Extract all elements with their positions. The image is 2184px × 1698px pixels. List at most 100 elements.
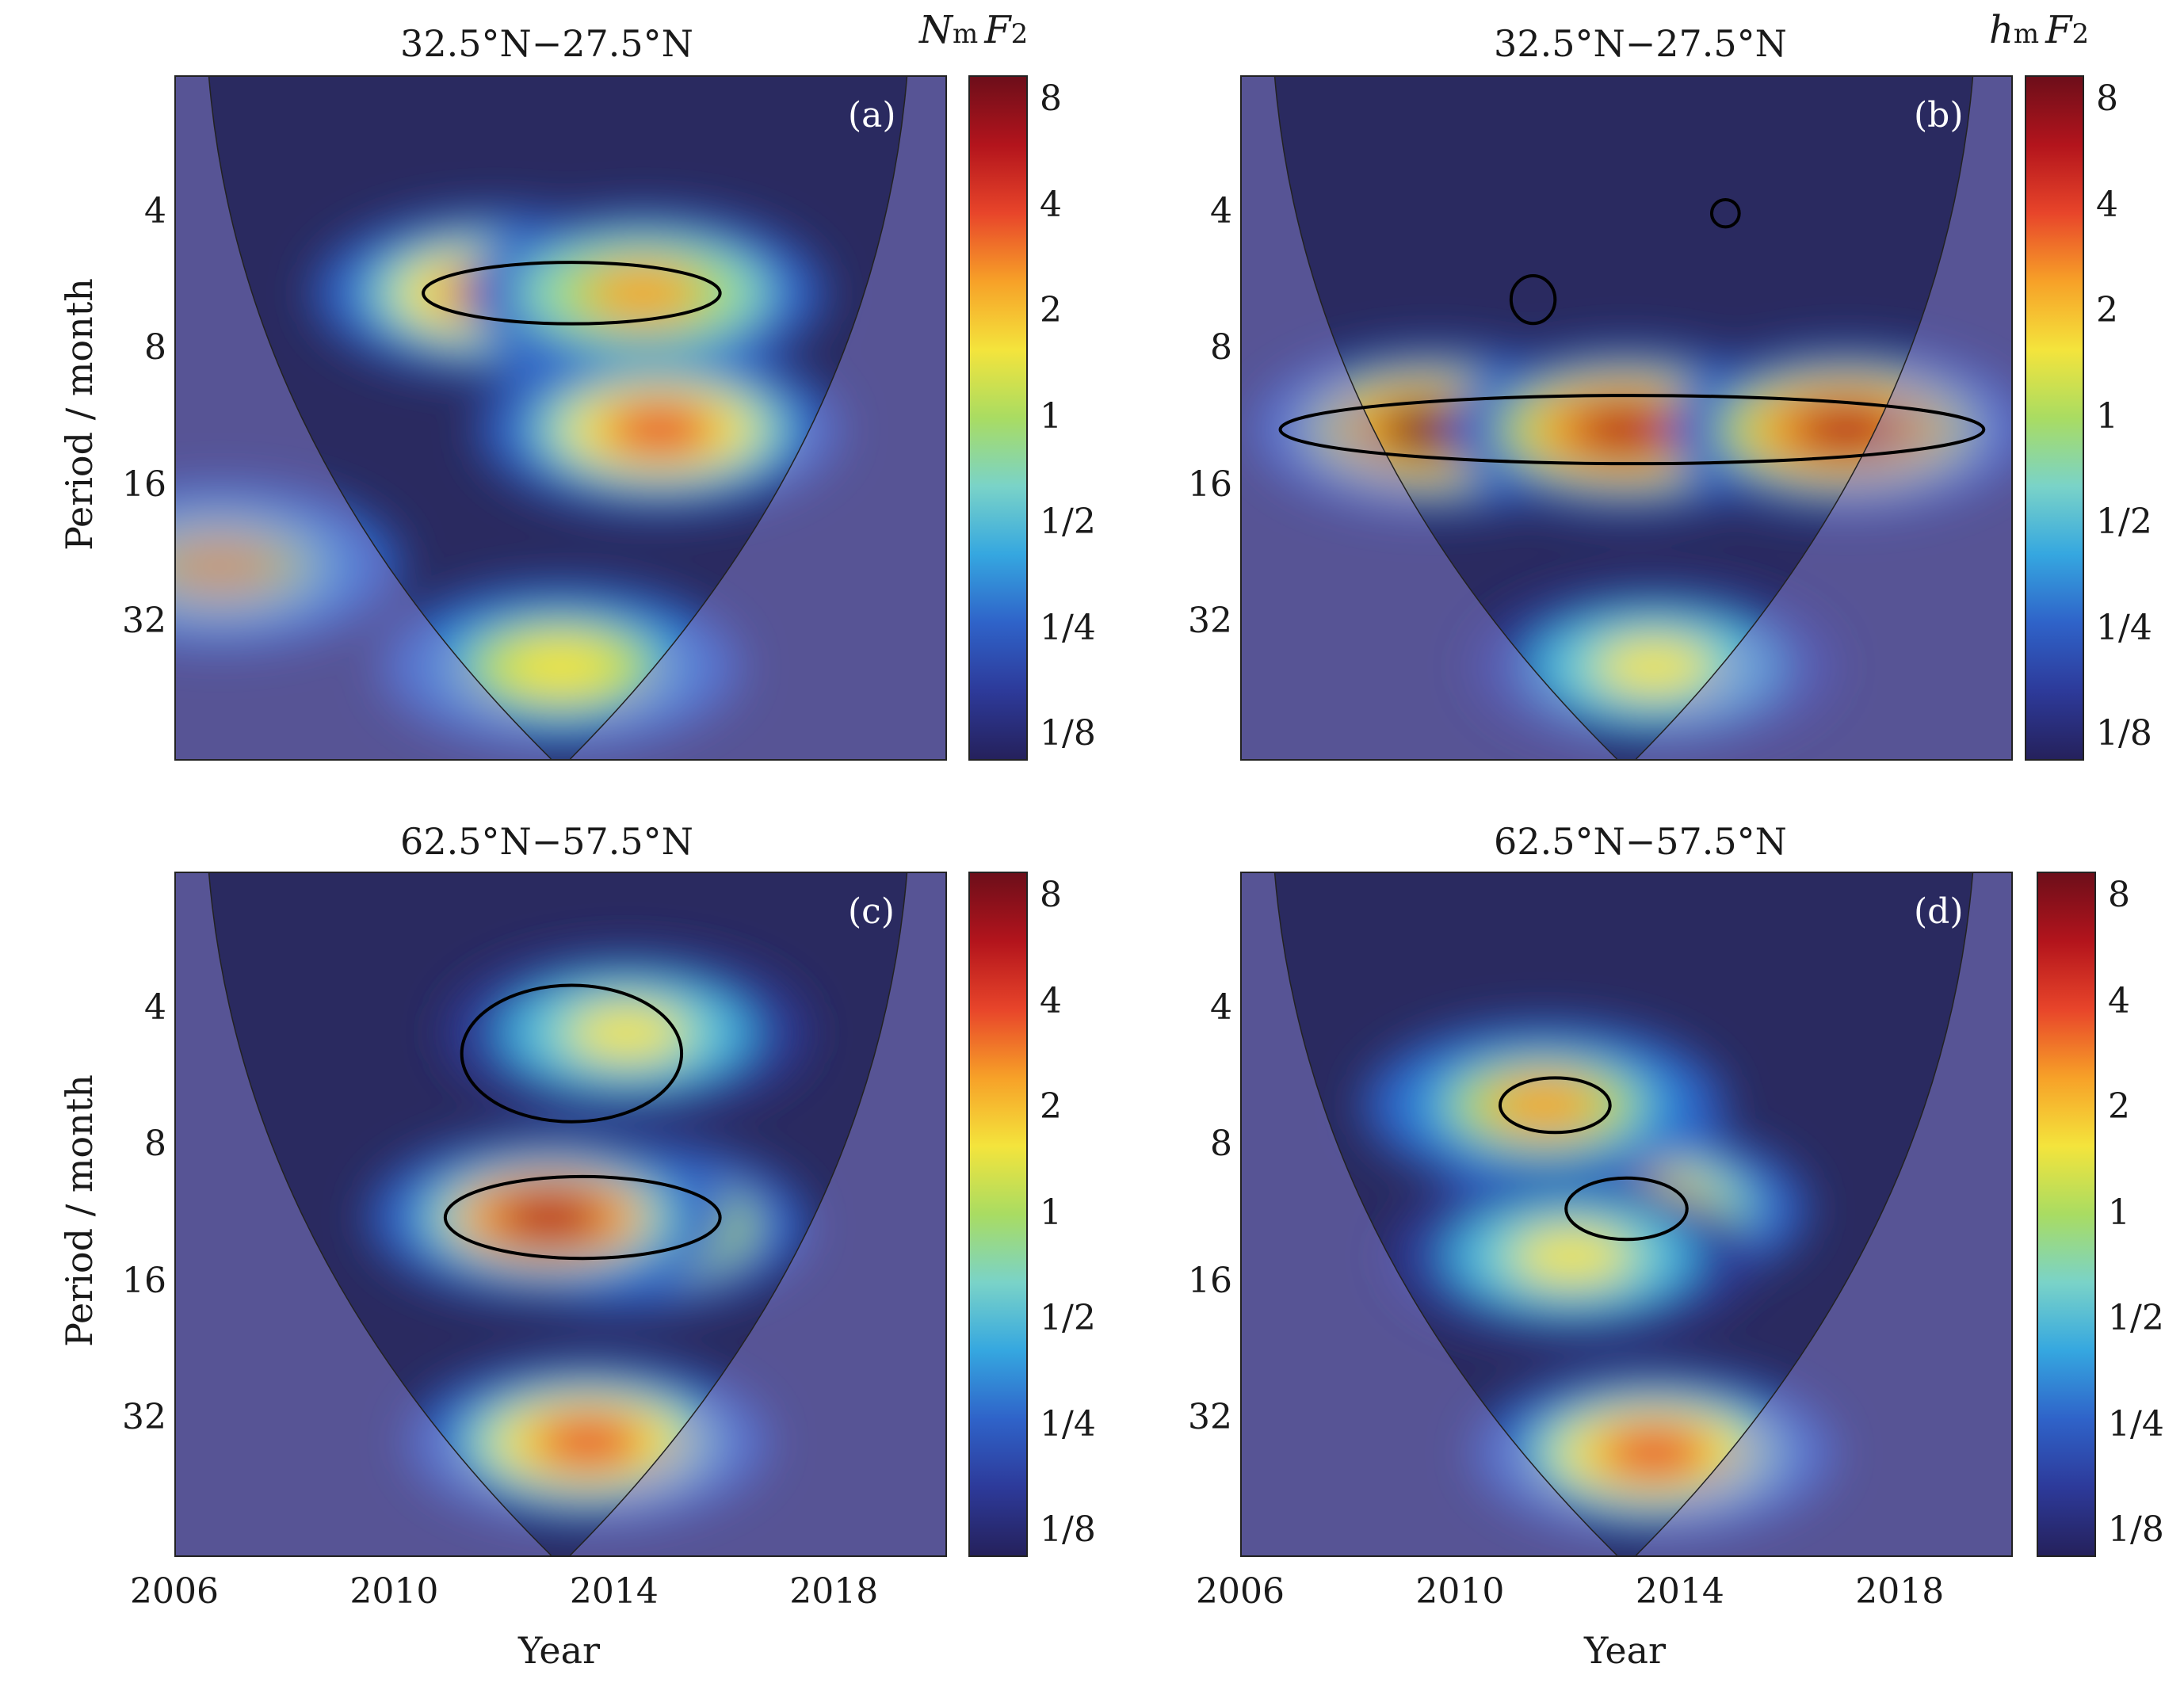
y-tick-label: 16 (122, 1260, 166, 1301)
x-tick-label: 2018 (789, 1571, 879, 1612)
y-tick-label: 8 (1210, 327, 1232, 368)
colorbar (2025, 75, 2084, 761)
x-tick-label: 2014 (1635, 1571, 1724, 1612)
significance-contour (422, 261, 722, 326)
cone-of-influence (1242, 873, 2011, 1555)
colorbar-gradient (970, 873, 1026, 1555)
y-tick-label: 16 (1188, 464, 1232, 505)
colorbar-tick-label: 1/2 (2096, 502, 2152, 542)
colorbar-tick-label: 4 (1040, 980, 1062, 1021)
colorbar-tick-label: 8 (1040, 875, 1062, 915)
x-tick-label: 2010 (349, 1571, 439, 1612)
heatmap-plot (1240, 872, 2013, 1557)
significance-contour (1710, 197, 1741, 229)
panel-tag: (b) (1914, 95, 1964, 135)
colorbar (968, 75, 1028, 761)
colorbar-gradient (2026, 77, 2083, 759)
panel-title: 62.5°N−57.5°N (1494, 820, 1787, 863)
colorbar-tick-label: 1/8 (2096, 713, 2152, 754)
colorbar (2037, 872, 2096, 1557)
power-hotspot (503, 640, 618, 693)
y-tick-label: 8 (144, 1124, 166, 1165)
colorbar-tick-label: 8 (1040, 78, 1062, 119)
power-hotspot (586, 266, 701, 319)
cone-of-influence (1242, 77, 2011, 759)
colorbar-tick-label: 4 (2108, 980, 2130, 1021)
colorbar-tick-label: 1/2 (1040, 1298, 1096, 1338)
colorbar-tick-label: 1/2 (2108, 1298, 2164, 1338)
panel-title: 62.5°N−57.5°N (400, 820, 693, 863)
colorbar-tick-label: 2 (1040, 290, 1062, 330)
significance-contour (1509, 273, 1557, 326)
x-tick-label: 2010 (1415, 1571, 1505, 1612)
y-tick-label: 32 (1188, 1396, 1232, 1437)
panel-tag: (d) (1914, 891, 1964, 932)
power-hotspot (1597, 640, 1712, 693)
y-tick-label: 8 (144, 327, 166, 368)
panel-title: 32.5°N−27.5°N (1494, 22, 1787, 65)
x-tick-label: 2006 (1196, 1571, 1285, 1612)
colorbar-tick-label: 8 (2108, 875, 2130, 915)
colorbar-tick-label: 1/4 (2096, 607, 2152, 648)
power-hotspot (531, 1416, 646, 1469)
colorbar-title: hm F2 (1989, 8, 2090, 52)
y-tick-label: 16 (1188, 1260, 1232, 1301)
power-hotspot (1569, 403, 1684, 456)
colorbar-tick-label: 1/4 (1040, 607, 1096, 648)
colorbar-tick-label: 1/2 (1040, 502, 1096, 542)
colorbar-tick-label: 1/8 (2108, 1509, 2164, 1550)
colorbar-tick-label: 1/8 (1040, 1509, 1096, 1550)
heatmap-plot (174, 75, 947, 761)
colorbar-title: Nm F2 (919, 8, 1029, 52)
y-tick-label: 32 (122, 1396, 166, 1437)
power-field (1363, 1022, 1835, 1536)
panel-tag: (c) (848, 891, 895, 932)
coi-boundary (1273, 873, 1974, 1555)
significance-contour (1564, 1176, 1689, 1242)
power-hotspot (569, 1006, 684, 1059)
y-tick-label: 4 (144, 191, 166, 232)
colorbar-tick-label: 1/4 (2108, 1403, 2164, 1444)
power-field (176, 210, 841, 750)
x-tick-label: 2018 (1855, 1571, 1945, 1612)
power-field (1253, 346, 2011, 750)
significance-contour (443, 1174, 722, 1261)
colorbar-tick-label: 1 (1040, 1192, 1062, 1233)
power-hotspot (1514, 1230, 1629, 1283)
y-tick-label: 8 (1210, 1124, 1232, 1165)
colorbar-tick-label: 1/4 (1040, 1403, 1096, 1444)
x-tick-label: 2006 (130, 1571, 219, 1612)
power-hotspot (176, 540, 277, 593)
heatmap-plot (1240, 75, 2013, 761)
coi-boundary (1273, 77, 1974, 759)
heatmap-plot (174, 872, 947, 1557)
coi-boundary (208, 77, 908, 759)
colorbar-tick-label: 2 (2108, 1086, 2130, 1127)
power-hotspot (1789, 403, 1903, 456)
colorbar-tick-label: 8 (2096, 78, 2118, 119)
y-tick-label: 4 (1210, 987, 1232, 1028)
power-hotspot (1487, 1078, 1602, 1131)
significance-contour (460, 983, 684, 1124)
y-tick-label: 4 (1210, 191, 1232, 232)
colorbar-gradient (970, 77, 1026, 759)
power-hotspot (602, 403, 717, 456)
x-axis-label: Year (517, 1629, 600, 1672)
colorbar-tick-label: 1 (2108, 1192, 2130, 1233)
y-tick-label: 32 (122, 600, 166, 641)
y-axis-label: Period / month (58, 1074, 101, 1347)
colorbar-gradient (2038, 873, 2094, 1555)
colorbar-tick-label: 1/8 (1040, 713, 1096, 754)
colorbar-tick-label: 4 (1040, 184, 1062, 225)
cone-of-influence (176, 77, 945, 759)
panel-tag: (a) (848, 95, 896, 135)
colorbar (968, 872, 1028, 1557)
significance-contour (1498, 1076, 1612, 1135)
power-hotspot (1597, 1426, 1712, 1479)
colorbar-tick-label: 1 (1040, 395, 1062, 437)
colorbar-tick-label: 1 (2096, 395, 2118, 437)
x-tick-label: 2014 (569, 1571, 659, 1612)
coi-boundary (208, 873, 908, 1555)
y-tick-label: 16 (122, 464, 166, 505)
colorbar-tick-label: 2 (1040, 1086, 1062, 1127)
